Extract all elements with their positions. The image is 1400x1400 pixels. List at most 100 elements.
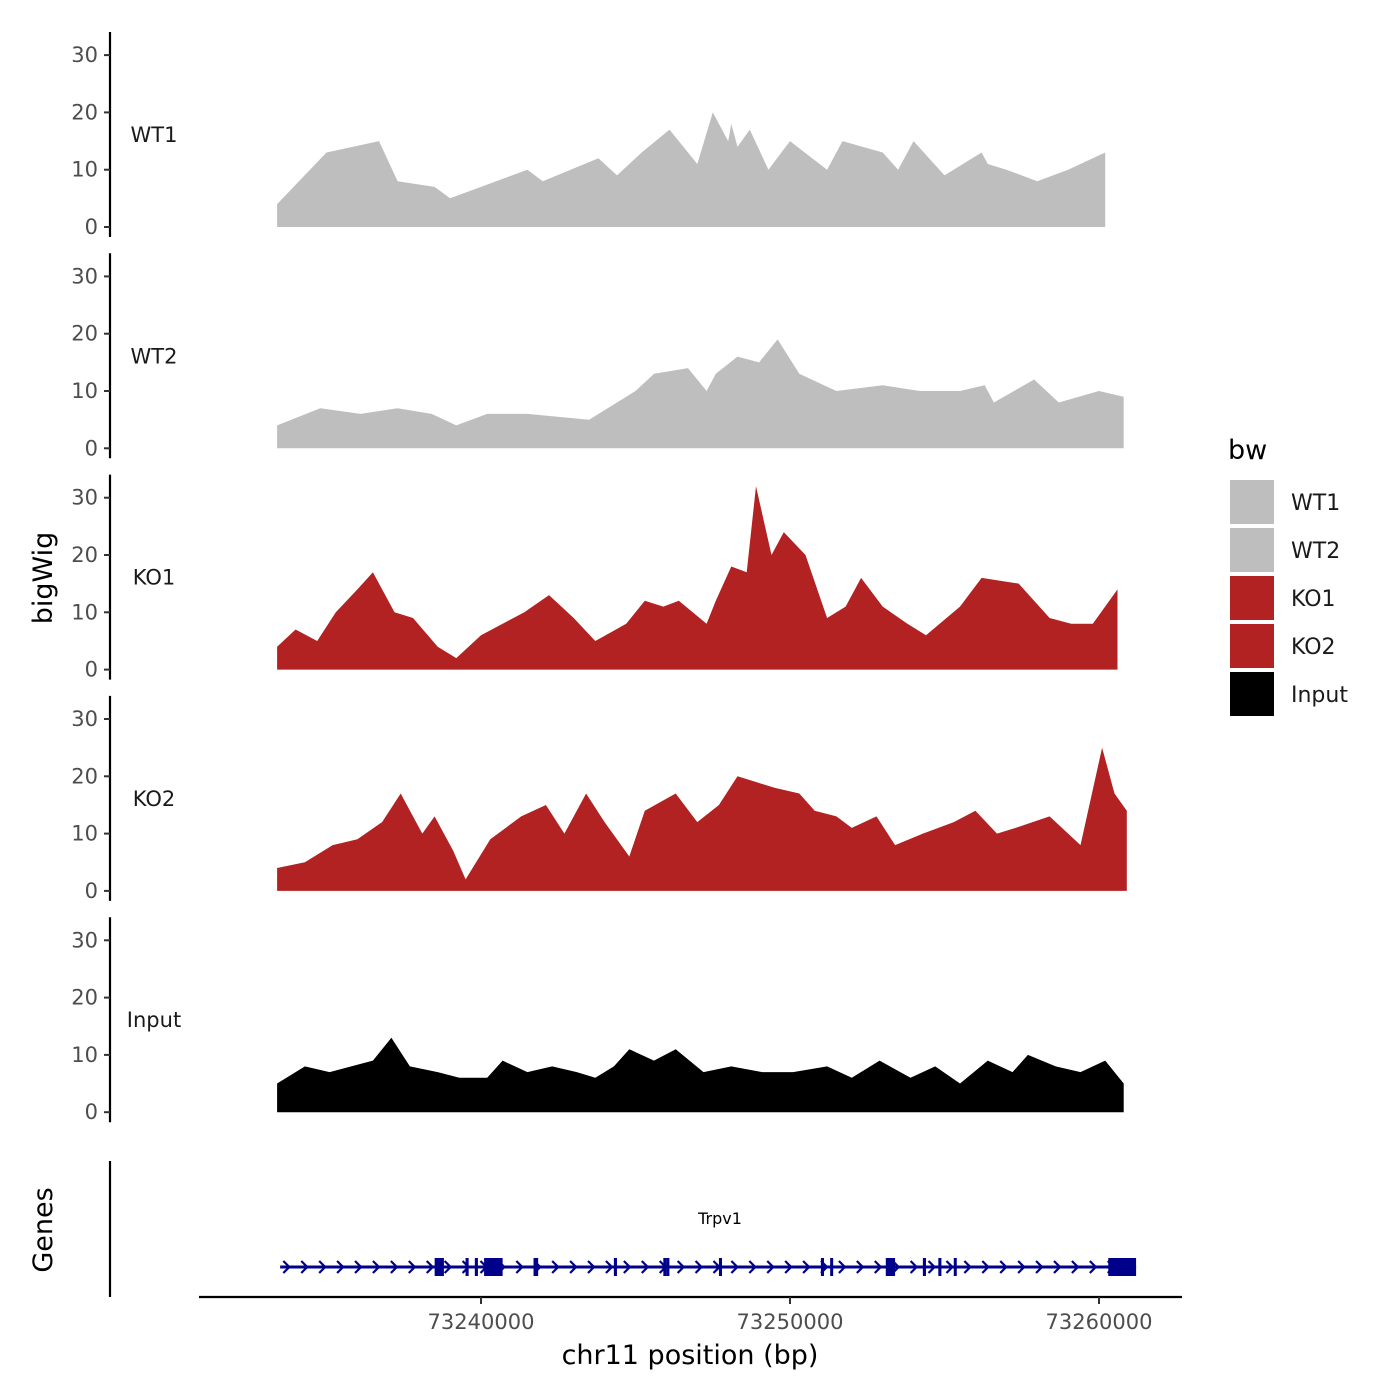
legend-title: bw bbox=[1228, 435, 1267, 466]
exon bbox=[938, 1258, 942, 1276]
strand-arrow bbox=[587, 1260, 596, 1274]
legend-label-input: Input bbox=[1291, 683, 1348, 708]
coverage-area-wt2 bbox=[277, 339, 1124, 449]
strand-arrow bbox=[945, 1260, 954, 1274]
track-label-ko2: KO2 bbox=[133, 787, 176, 811]
coverage-area-ko2 bbox=[277, 747, 1127, 891]
exon bbox=[885, 1258, 896, 1276]
track-ko2: 0 10 20 30 KO2 bbox=[71, 695, 1127, 903]
coverage-area-input bbox=[277, 1037, 1124, 1113]
exon bbox=[613, 1258, 617, 1276]
exon bbox=[830, 1258, 834, 1276]
strand-arrow bbox=[748, 1260, 757, 1274]
y-tick-label: 20 bbox=[71, 764, 98, 788]
legend-label-wt1: WT1 bbox=[1291, 491, 1340, 516]
exon bbox=[666, 1258, 670, 1276]
x-tick-label: 73260000 bbox=[1046, 1310, 1153, 1334]
strand-arrow bbox=[1017, 1260, 1026, 1274]
y-tick-label: 0 bbox=[85, 879, 98, 903]
track-label-wt1: WT1 bbox=[131, 123, 178, 147]
strand-arrow bbox=[856, 1260, 865, 1274]
strand-arrow bbox=[730, 1260, 739, 1274]
x-axis-title: chr11 position (bp) bbox=[562, 1340, 819, 1371]
legend: bw WT1 WT2 KO1 KO2 Input bbox=[1228, 435, 1348, 716]
legend-label-ko1: KO1 bbox=[1291, 587, 1336, 612]
strand-arrow bbox=[623, 1260, 632, 1274]
strand-arrow bbox=[425, 1260, 435, 1274]
exon bbox=[465, 1258, 469, 1276]
gene-track-panel: Trpv1 bbox=[108, 1161, 1137, 1297]
exon bbox=[820, 1258, 824, 1276]
strand-arrow bbox=[390, 1260, 399, 1274]
strand-arrow bbox=[802, 1260, 811, 1274]
strand-arrow bbox=[981, 1260, 990, 1274]
track-label-ko1: KO1 bbox=[133, 566, 176, 590]
strand-arrow bbox=[1071, 1260, 1080, 1274]
strand-arrow bbox=[354, 1260, 363, 1274]
legend-swatch-wt1 bbox=[1230, 480, 1274, 524]
y-tick-label: 30 bbox=[71, 43, 98, 67]
exon bbox=[718, 1258, 723, 1276]
exon bbox=[434, 1258, 444, 1276]
legend-swatch-input bbox=[1230, 672, 1274, 716]
y-tick-label: 20 bbox=[71, 100, 98, 124]
y-tick-label: 10 bbox=[71, 379, 98, 403]
strand-arrow bbox=[408, 1260, 417, 1274]
genes-axis-title: Genes bbox=[28, 1187, 59, 1272]
y-tick-label: 20 bbox=[71, 322, 98, 346]
strand-arrows bbox=[282, 1260, 1116, 1274]
y-tick-label: 10 bbox=[71, 600, 98, 624]
strand-arrow bbox=[443, 1260, 453, 1274]
y-tick-label: 30 bbox=[71, 928, 98, 952]
track-wt1: 0 10 20 30 WT1 bbox=[71, 32, 1106, 239]
track-label-input: Input bbox=[127, 1008, 181, 1032]
exon bbox=[533, 1258, 539, 1276]
exon bbox=[663, 1258, 667, 1276]
legend-swatch-ko2 bbox=[1230, 624, 1274, 668]
strand-arrow bbox=[515, 1260, 524, 1274]
legend-swatch-ko1 bbox=[1230, 576, 1274, 620]
y-tick-label: 10 bbox=[71, 158, 98, 182]
y-tick-label: 10 bbox=[71, 1043, 98, 1067]
y-tick-label: 0 bbox=[85, 1100, 98, 1124]
strand-arrow bbox=[640, 1260, 650, 1274]
x-axis: 73240000 73250000 73260000 bbox=[199, 1295, 1182, 1334]
strand-arrow bbox=[605, 1260, 614, 1274]
track-label-wt2: WT2 bbox=[131, 344, 178, 368]
x-tick-label: 73240000 bbox=[428, 1310, 535, 1334]
exon bbox=[1108, 1258, 1137, 1276]
strand-arrow bbox=[873, 1260, 883, 1274]
strand-arrow bbox=[676, 1260, 686, 1274]
strand-arrow bbox=[838, 1260, 847, 1274]
strand-arrow bbox=[282, 1260, 291, 1274]
y-tick-label: 30 bbox=[71, 707, 98, 731]
exon bbox=[922, 1258, 926, 1276]
y-tick-label: 20 bbox=[71, 543, 98, 567]
track-input: 0 10 20 30 Input bbox=[71, 917, 1124, 1124]
strand-arrow bbox=[927, 1260, 937, 1274]
y-tick-label: 0 bbox=[85, 658, 98, 682]
strand-arrow bbox=[909, 1260, 919, 1274]
coverage-area-ko1 bbox=[277, 486, 1118, 670]
y-tick-label: 10 bbox=[71, 822, 98, 846]
strand-arrow bbox=[1053, 1260, 1062, 1274]
legend-label-ko2: KO2 bbox=[1291, 635, 1336, 660]
strand-arrow bbox=[694, 1260, 704, 1274]
strand-arrow bbox=[336, 1260, 345, 1274]
strand-arrow bbox=[318, 1260, 327, 1274]
exon bbox=[953, 1258, 957, 1276]
strand-arrow bbox=[766, 1260, 775, 1274]
y-tick-label: 0 bbox=[85, 436, 98, 460]
strand-arrow bbox=[784, 1260, 793, 1274]
strand-arrow bbox=[999, 1260, 1008, 1274]
legend-swatch-wt2 bbox=[1230, 528, 1274, 572]
coverage-panels: 0 10 20 30 WT1 0 10 20 30 WT2 0 10 20 30 KO1 0 10 20 30 KO2… bbox=[71, 32, 1127, 1124]
strand-arrow bbox=[372, 1260, 381, 1274]
strand-arrow bbox=[569, 1260, 578, 1274]
track-wt2: 0 10 20 30 WT2 bbox=[71, 253, 1124, 460]
gene-name-label: Trpv1 bbox=[697, 1209, 742, 1228]
strand-arrow bbox=[551, 1260, 560, 1274]
x-tick-label: 73250000 bbox=[737, 1310, 844, 1334]
y-tick-label: 0 bbox=[85, 215, 98, 239]
